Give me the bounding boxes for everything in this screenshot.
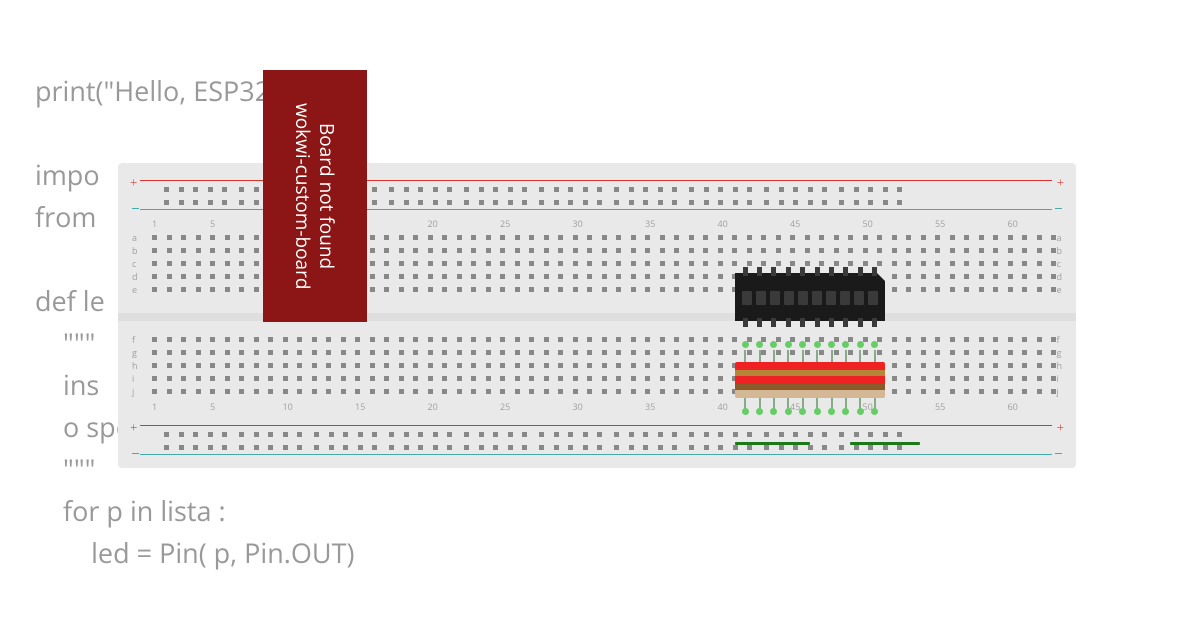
row-labels-left-top: abcde <box>132 231 138 296</box>
ic-chip[interactable] <box>735 273 885 321</box>
rail-plus-icon: + <box>130 418 137 436</box>
rail-plus-icon: + <box>1057 418 1064 436</box>
rail-plus-icon: + <box>1057 173 1064 191</box>
rail-minus-icon <box>1055 453 1062 454</box>
rail-minus-icon <box>132 208 139 209</box>
resistor-bottom-terminals <box>735 410 885 417</box>
breadboard[interactable]: + + 151015202530354045505560 abcde abcde… <box>118 163 1076 468</box>
wire[interactable] <box>735 442 810 445</box>
rail-red-line <box>140 425 1052 426</box>
breadboard-divider <box>118 313 1076 321</box>
error-overlay[interactable]: Board not foundwokwi-custom-board <box>263 70 367 322</box>
power-rail-bot-pos <box>164 428 914 441</box>
resistor-top-terminals <box>735 343 885 350</box>
ic-pins-top <box>735 267 885 276</box>
resistor-bodies <box>735 362 885 398</box>
ic-body-segments <box>740 291 880 305</box>
error-message: Board not foundwokwi-custom-board <box>291 103 339 289</box>
resistor-array[interactable] <box>735 343 885 417</box>
wire[interactable] <box>850 442 920 445</box>
rail-blue-line <box>140 454 1052 455</box>
ic-pins-bottom <box>735 318 885 327</box>
row-labels-left-bottom: fghij <box>132 333 138 398</box>
rail-plus-icon: + <box>130 173 137 191</box>
terminal-strip-bottom <box>152 333 1066 398</box>
rail-minus-icon <box>132 453 139 454</box>
rail-minus-icon <box>1055 208 1062 209</box>
resistor-leads-top <box>735 350 885 362</box>
